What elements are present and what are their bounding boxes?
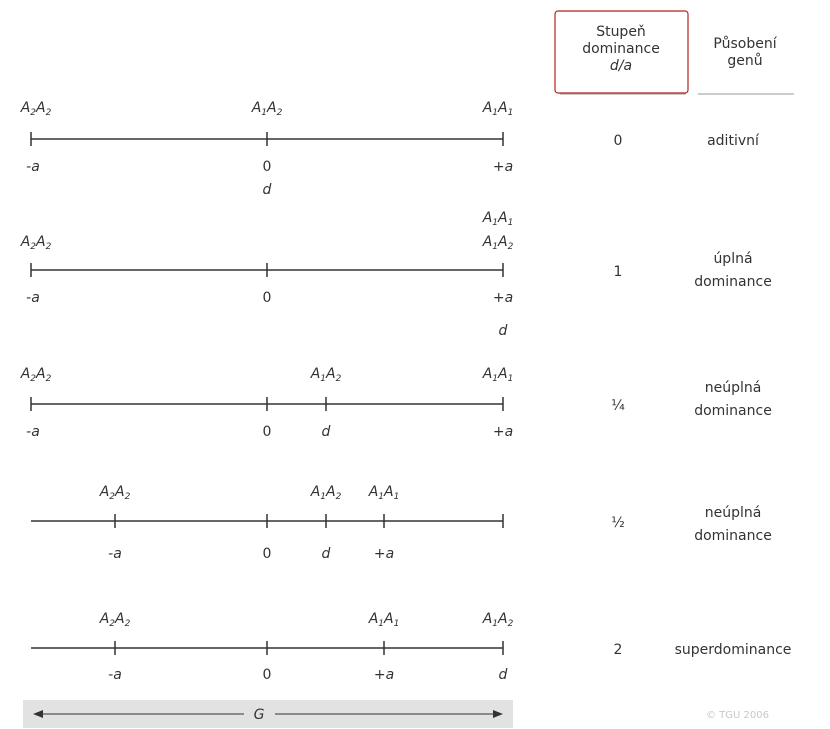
value-label: d (499, 667, 508, 683)
header-highlight-box (554, 10, 689, 94)
g-arrow-head-right (493, 710, 503, 718)
genotype-label: A1A2 (251, 100, 283, 118)
value-label: d (322, 546, 331, 562)
value-label: +a (493, 290, 513, 306)
dominance-degree-header-line2: dominance (582, 41, 660, 57)
genotype-label: A1A1 (368, 484, 400, 502)
value-label: -a (26, 290, 40, 306)
genotype-label: A2A2 (99, 484, 131, 502)
gene-effect-line1: superdominance (675, 642, 792, 658)
genotype-label: A1A1 (482, 366, 514, 384)
gene-action-header: Působení genů (695, 36, 795, 70)
axis-label-g: G (254, 707, 265, 723)
g-arrow-head-left (33, 710, 43, 718)
genotype-label: A2A2 (20, 100, 52, 118)
dominance-ratio: ½ (611, 515, 625, 531)
genotype-label: A2A2 (20, 366, 52, 384)
genotype-label: A1A2 (310, 366, 342, 384)
value-label: +a (493, 424, 513, 440)
value-label: d (499, 323, 508, 339)
value-label: d (263, 182, 272, 198)
dominance-ratio: 1 (614, 264, 623, 280)
gene-action-header-line2: genů (727, 53, 763, 69)
value-label: -a (108, 546, 122, 562)
value-label: 0 (263, 667, 272, 683)
value-label: +a (374, 667, 394, 683)
gene-effect-line2: dominance (694, 403, 772, 419)
dominance-ratio: ¼ (611, 398, 625, 414)
genotype-label: A2A2 (20, 234, 52, 252)
gene-effect-line1: úplná (713, 251, 752, 267)
value-label: 0 (263, 546, 272, 562)
gene-effect-line1: aditivní (707, 133, 760, 149)
gene-action-header-line1: Působení (713, 36, 777, 52)
genotype-label: A1A1 (368, 611, 400, 629)
dominance-ratio: 0 (614, 133, 623, 149)
dominance-ratio: 2 (614, 642, 623, 658)
value-label: 0 (263, 290, 272, 306)
gene-effect-line1: neúplná (705, 505, 762, 521)
value-label: 0 (263, 424, 272, 440)
dominance-degree-header: Stupeň dominance d/a (553, 24, 689, 75)
value-label: -a (26, 159, 40, 175)
gene-effect-line2: dominance (694, 274, 772, 290)
value-label: +a (374, 546, 394, 562)
value-label: -a (26, 424, 40, 440)
gene-effect-line2: dominance (694, 528, 772, 544)
gene-effect-line1: neúplná (705, 380, 762, 396)
dominance-degree-header-line3: d/a (609, 58, 633, 74)
value-label: d (322, 424, 331, 440)
dominance-degree-header-line1: Stupeň (596, 24, 646, 40)
genotype-label: A1A1 (482, 100, 514, 118)
genotype-label: A1A2 (482, 234, 514, 252)
genotype-label: A1A1 (482, 210, 514, 228)
genotype-label: A1A2 (310, 484, 342, 502)
genotype-label: A2A2 (99, 611, 131, 629)
genotype-label: A1A2 (482, 611, 514, 629)
value-label: 0 (263, 159, 272, 175)
value-label: +a (493, 159, 513, 175)
value-label: -a (108, 667, 122, 683)
copyright-note: © TGU 2006 (706, 710, 769, 721)
